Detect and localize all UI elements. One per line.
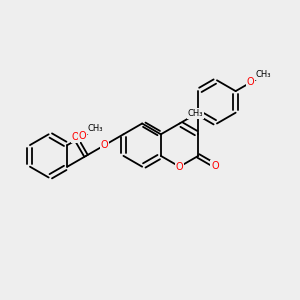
Text: CH₃: CH₃ [256,70,272,80]
Text: O: O [71,132,79,142]
Text: O: O [176,162,183,172]
Text: O: O [101,140,109,150]
Text: CH₃: CH₃ [88,124,103,134]
Text: O: O [247,77,254,88]
Text: CH₃: CH₃ [188,109,203,118]
Text: O: O [211,160,219,171]
Text: O: O [79,131,86,142]
